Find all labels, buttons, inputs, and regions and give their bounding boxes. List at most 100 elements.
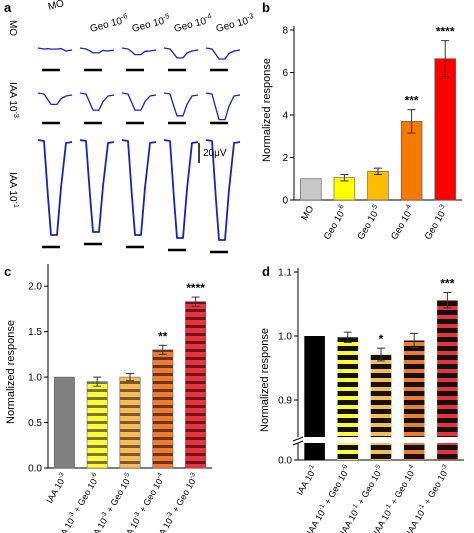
c-xtick-label-4-part-1: + Geo 10 [169, 477, 198, 516]
axis-break-mark-bottom [292, 440, 304, 446]
d-xtick-label-0-sup-0: -1 [307, 463, 316, 472]
col-header-2-base: Geo 10 [131, 16, 166, 35]
d-significance-4: *** [440, 276, 454, 290]
b-xtick-label-4-base: Geo 10 [423, 209, 448, 241]
c-xtick-label-1-sup-1: -6 [90, 471, 99, 480]
c-significance-4: **** [186, 281, 205, 295]
d-xtick-label-0: IAA 10-1 [294, 463, 320, 497]
row-label-2: IAA 10-1 [7, 172, 21, 208]
d-bar-1 [337, 337, 359, 460]
trace-r0-c3 [163, 47, 199, 59]
d-xtick-label-2-part-0: IAA 10 [338, 508, 360, 533]
c-xtick-label-1-part-1: + Geo 10 [70, 477, 99, 516]
d-ytick-label-0: 0.0 [278, 456, 292, 467]
d-xtick-label-1-sup-1: -6 [340, 463, 349, 472]
c-ytick-label-4: 2.0 [28, 282, 42, 293]
b-ytick-label-2: 4 [282, 111, 288, 122]
d-xtick-label-2-part-1: + Geo 10 [354, 469, 383, 508]
panel-label-d: d [262, 264, 270, 279]
b-xtick-label-0: MO [299, 204, 316, 223]
col-header-1: Geo 10-6 [88, 11, 130, 35]
d-ytick-label-3: 1.1 [278, 268, 292, 279]
b-xtick-label-1-base: Geo 10 [322, 209, 347, 241]
col-header-3: Geo 10-4 [172, 11, 214, 35]
d-xtick-label-4-part-0: IAA 10 [405, 508, 427, 533]
b-bar-2 [367, 171, 389, 201]
trace-r2-c3 [163, 139, 199, 239]
d-xtick-label-2-sup-1: -5 [373, 463, 382, 472]
d-xtick-label-3-part-1: + Geo 10 [387, 469, 416, 508]
trace-r1-c1 [79, 92, 115, 111]
d-xtick-label-1-sup-0: -1 [317, 503, 326, 512]
panel-label-a: a [4, 0, 12, 15]
col-header-4: Geo 10-3 [214, 11, 256, 35]
b-xtick-label-2-sup: -5 [370, 203, 379, 212]
b-significance-4: **** [436, 25, 455, 39]
d-ytick-label-1: 0.9 [278, 396, 292, 407]
b-xtick-label-4-sup: -3 [437, 203, 446, 212]
panel-label-c: c [4, 264, 11, 279]
b-ytick-label-1: 2 [282, 153, 288, 164]
trace-r2-c4 [205, 139, 241, 241]
trace-r1-c4 [205, 92, 241, 121]
c-xtick-label-3-sup-1: -4 [155, 471, 164, 480]
b-xtick-label-3-base: Geo 10 [389, 209, 414, 241]
b-bar-0 [300, 178, 322, 201]
col-header-4-sup: -3 [246, 11, 255, 21]
b-xtick-label-3-sup: -4 [404, 203, 413, 212]
d-bar-4 [437, 300, 458, 460]
scale-bar-label: 20μV [203, 148, 227, 159]
b-xtick-label-2: Geo 10-5 [355, 203, 384, 241]
b-ytick-label-0: 0 [282, 196, 288, 207]
panel-c-ylabel: Normalized response [5, 320, 17, 424]
trace-r0-c2 [121, 47, 157, 56]
c-ytick-label-2: 1.0 [28, 373, 42, 384]
row-label-0-base: MO [7, 20, 18, 36]
d-xtick-label-3-part-0: IAA 10 [371, 508, 393, 533]
c-ytick-label-0: 0.0 [28, 464, 42, 475]
c-ytick-label-3: 1.5 [28, 327, 42, 338]
c-xtick-label-4-sup-1: -3 [188, 471, 197, 480]
c-xtick-label-2-sup-1: -5 [122, 471, 131, 480]
panel-b-ylabel: Normalized response [261, 58, 273, 162]
c-xtick-label-2-part-1: + Geo 10 [103, 477, 132, 516]
c-xtick-label-3-part-1: + Geo 10 [136, 477, 165, 516]
trace-r2-c1 [79, 139, 115, 233]
col-header-2-sup: -5 [162, 11, 171, 21]
col-header-1-base: Geo 10 [89, 16, 124, 35]
col-header-3-base: Geo 10 [173, 16, 208, 35]
col-header-0-base: MO [47, 0, 66, 13]
c-significance-3: ** [158, 329, 168, 343]
b-xtick-label-0-base: MO [299, 204, 316, 223]
col-header-2: Geo 10-5 [130, 11, 172, 35]
c-xtick-label-1-sup-0: -3 [67, 511, 76, 520]
col-header-1-sup: -6 [120, 11, 129, 21]
d-bar-3 [403, 340, 425, 460]
d-bar-2 [370, 354, 392, 460]
c-xtick-label-3-sup-0: -3 [132, 511, 141, 520]
b-xtick-label-2-base: Geo 10 [355, 209, 380, 241]
d-xtick-label-1-part-0: IAA 10 [305, 508, 327, 533]
row-label-1-base: IAA 10 [7, 82, 18, 112]
row-label-1-sup: -3 [12, 112, 21, 118]
d-ytick-label-2: 1.0 [278, 332, 292, 343]
trace-r0-c1 [79, 47, 115, 54]
b-xtick-label-3: Geo 10-4 [388, 203, 417, 241]
d-significance-2: * [379, 332, 384, 346]
c-bar-1 [86, 381, 108, 469]
c-xtick-label-2-sup-0: -3 [100, 511, 109, 520]
col-header-0: MO [47, 0, 66, 13]
trace-r1-c0 [37, 92, 73, 106]
c-bar-3 [152, 349, 174, 469]
trace-r2-c0 [37, 139, 73, 236]
col-header-3-sup: -4 [204, 11, 213, 21]
b-xtick-label-1-sup: -6 [337, 203, 346, 212]
axis-break-mark-top [292, 436, 304, 442]
c-bar-0 [53, 376, 75, 469]
row-label-0: MO [7, 20, 18, 36]
c-ytick-label-1: 0.5 [28, 418, 42, 429]
